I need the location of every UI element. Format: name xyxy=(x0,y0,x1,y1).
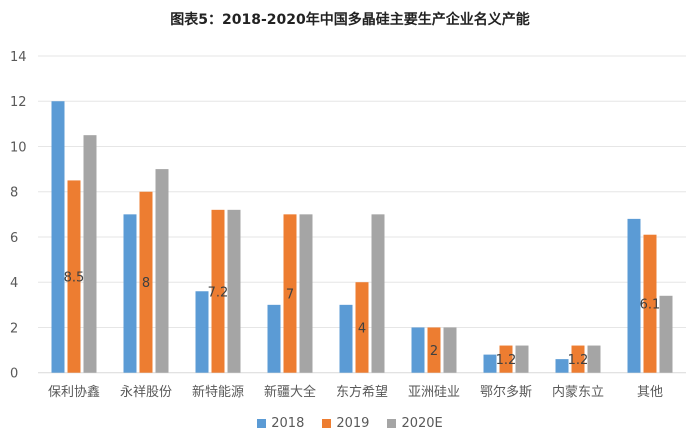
y-tick-label: 12 xyxy=(10,95,27,110)
bar-2019 xyxy=(427,327,441,373)
x-tick-label: 其他 xyxy=(637,385,663,400)
y-tick-label: 0 xyxy=(10,367,18,382)
bar-2020E xyxy=(227,209,241,373)
data-label: 6.1 xyxy=(640,298,661,313)
bar-2018 xyxy=(627,218,641,373)
legend-label: 2018 xyxy=(271,416,305,431)
x-tick-label: 新特能源 xyxy=(192,384,244,400)
bar-2019 xyxy=(571,345,585,373)
data-label: 8 xyxy=(142,276,150,291)
bar-2018 xyxy=(195,291,209,373)
bar-2019 xyxy=(499,345,513,373)
bar-2018 xyxy=(51,101,65,373)
bar-2018 xyxy=(555,359,569,373)
bar-2018 xyxy=(123,214,137,373)
legend-swatch xyxy=(322,419,332,428)
bar-2018 xyxy=(411,327,425,373)
data-label: 4 xyxy=(358,321,366,336)
data-label: 2 xyxy=(430,344,438,359)
x-tick-label: 东方希望 xyxy=(336,384,388,400)
bar-2019 xyxy=(643,234,657,373)
y-tick-label: 8 xyxy=(10,186,18,201)
data-label: 7 xyxy=(286,288,294,303)
bar-2020E xyxy=(587,345,601,373)
y-tick-label: 6 xyxy=(10,231,18,246)
legend-swatch xyxy=(257,419,267,428)
x-tick-label: 新疆大全 xyxy=(264,384,316,400)
bar-2020E xyxy=(299,214,313,373)
legend: 2018 2019 2020E xyxy=(0,416,700,431)
x-tick-label: 内蒙东立 xyxy=(552,384,604,400)
bar-2019 xyxy=(355,282,369,373)
bar-2020E xyxy=(371,214,385,373)
bar-2020E xyxy=(83,135,97,373)
y-tick-label: 4 xyxy=(10,276,18,291)
data-label: 7.2 xyxy=(208,285,229,300)
legend-item: 2018 xyxy=(257,416,304,431)
chart-title: 图表5：2018-2020年中国多晶硅主要生产企业名义产能 xyxy=(170,12,530,28)
legend-label: 2019 xyxy=(336,416,370,431)
y-tick-label: 10 xyxy=(10,140,27,155)
y-tick-label: 14 xyxy=(10,50,27,65)
legend-item: 2020E xyxy=(387,416,443,431)
bar-2020E xyxy=(659,295,673,373)
bar-2019 xyxy=(283,214,297,373)
bar-2018 xyxy=(267,304,281,373)
legend-swatch xyxy=(387,419,397,428)
data-label: 1.2 xyxy=(568,353,589,368)
bar-2019 xyxy=(139,191,153,373)
bar-2019 xyxy=(211,209,225,373)
x-tick-label: 永祥股份 xyxy=(120,385,172,400)
bar-2019 xyxy=(67,180,81,373)
bar-2018 xyxy=(339,304,353,373)
legend-label: 2020E xyxy=(401,416,443,431)
y-tick-label: 2 xyxy=(10,321,18,336)
x-tick-label: 保利协鑫 xyxy=(48,384,100,400)
legend-item: 2019 xyxy=(322,416,369,431)
bar-2018 xyxy=(483,354,497,373)
data-label: 8.5 xyxy=(64,271,85,286)
x-tick-label: 鄂尔多斯 xyxy=(480,384,532,400)
x-tick-label: 亚洲硅业 xyxy=(408,385,460,400)
bar-2020E xyxy=(443,327,457,373)
bar-2020E xyxy=(155,169,169,373)
bar-2020E xyxy=(515,345,529,373)
data-label: 1.2 xyxy=(496,353,517,368)
